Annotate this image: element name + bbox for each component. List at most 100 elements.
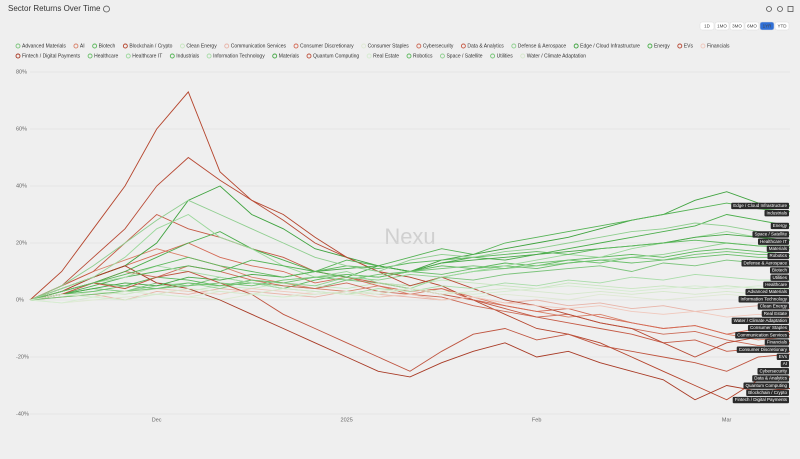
end-label-text: Blockchain / Crypto [748,390,787,395]
end-label-text: Quantum Computing [745,383,787,388]
watermark: Nexu [384,224,435,249]
end-label: AI [780,360,789,368]
legend-marker [179,43,185,49]
end-label: Consumer Staples [747,324,789,332]
end-label-text: Fintech / Digital Payments [735,397,788,402]
legend-item[interactable]: Real Estate [366,53,399,59]
legend-item[interactable]: Materials [272,53,300,59]
legend-item[interactable]: Advanced Materials [15,43,66,49]
x-tick-label: 2025 [341,417,353,423]
legend-item[interactable]: Quantum Computing [306,53,359,59]
legend-item[interactable]: Defense & Aerospace [511,43,567,49]
end-label-text: Advanced Materials [747,289,787,294]
range-button[interactable] [729,21,745,31]
legend-item[interactable]: Fintech / Digital Payments [15,53,81,59]
legend-label: Quantum Computing [313,53,359,59]
legend-label: Biotech [99,43,116,49]
legend-item[interactable]: Information Technology [206,53,265,59]
legend-item[interactable]: AI [73,43,85,49]
legend-item[interactable]: Robotics [406,53,433,59]
end-label-box [763,281,789,289]
end-label: Space / Satellite [752,231,789,238]
legend-item[interactable]: Cybersecurity [416,43,454,49]
legend-marker [647,43,653,49]
legend-item[interactable]: Financials [700,43,730,49]
legend-item[interactable]: Water / Climate Adaptation [520,53,587,59]
end-label-text: Water / Climate Adaptation [734,318,788,323]
y-tick-label: 80% [16,69,27,75]
y-tick-label: 60% [16,126,27,132]
legend-label: Financials [707,43,730,49]
end-label-text: Industrials [766,210,787,215]
legend-item[interactable]: Healthcare [87,53,118,59]
search-icon[interactable] [777,6,783,12]
range-button[interactable] [714,21,730,31]
legend-label: EVs [684,43,694,49]
legend-item[interactable]: Blockchain / Crypto [122,43,173,49]
series-line [29,251,790,301]
chart-title: Sector Returns Over Time [8,4,101,13]
range-button[interactable] [699,21,715,31]
x-tick-label: Dec [152,417,162,423]
end-label: Fintech / Digital Payments [732,396,789,404]
legend-marker [87,53,93,59]
end-label-box [731,317,789,325]
legend-label: Space / Satellite [446,53,482,59]
end-label-text: Defense & Aerospace [743,260,787,265]
legend-item[interactable]: Communication Services [224,43,287,49]
end-label-box [731,202,789,210]
end-label-text: Biotech [772,268,788,273]
range-button[interactable] [774,21,790,31]
end-label-text: EVs [779,354,788,359]
legend-item[interactable]: Consumer Discretionary [293,43,354,49]
legend-item[interactable]: EVs [677,43,694,49]
legend-item[interactable]: Data & Analytics [460,43,504,49]
fullscreen-icon[interactable] [787,6,794,12]
range-button[interactable] [759,21,775,31]
end-label: Robotics [767,252,789,260]
end-label-box [769,267,789,274]
legend-marker [677,43,683,49]
end-label-box [757,368,789,375]
legend-item[interactable]: Edge / Cloud Infrastructure [573,43,640,49]
legend-item[interactable]: Industrials [169,53,200,59]
legend-label: Healthcare [94,53,118,59]
end-label-box [780,360,789,368]
end-label-text: Financials [767,340,788,345]
legend-item[interactable]: Space / Satellite [440,53,483,59]
end-label: Information Technology [738,296,789,303]
end-label-box [747,324,789,332]
legend-item[interactable]: Clean Energy [179,43,217,49]
share-icon[interactable] [766,6,772,12]
legend-marker [440,53,445,59]
legend-label: Data & Analytics [467,43,504,49]
legend-item[interactable]: Consumer Staples [361,43,410,49]
end-label-text: Communication Services [737,332,788,337]
end-label-text: Data & Analytics [754,376,788,381]
legend-item[interactable]: Biotech [92,43,116,49]
legend-item[interactable]: Healthcare IT [125,53,162,59]
end-label-box [776,353,789,361]
legend-marker [293,43,299,49]
end-label-box [767,252,789,260]
legend-marker [272,53,278,59]
range-button[interactable] [744,21,760,31]
end-label: Advanced Materials [745,288,789,296]
series-line [29,265,791,401]
end-label-box [741,260,789,267]
legend-item[interactable]: Utilities [490,53,514,59]
info-icon[interactable] [103,5,110,13]
end-label-box [746,389,789,397]
end-label: Quantum Computing [743,382,789,389]
legend-label: Healthcare IT [132,53,162,59]
end-label-box [757,238,789,245]
end-label-box [736,346,789,353]
range-label: YTD [778,23,788,28]
x-tick-label: Mar [722,417,732,423]
end-label: EVs [776,353,789,361]
toolbar-icons [766,6,794,12]
end-label-box [757,303,789,310]
end-label: Materials [766,245,789,253]
legend-item[interactable]: Energy [647,43,670,49]
